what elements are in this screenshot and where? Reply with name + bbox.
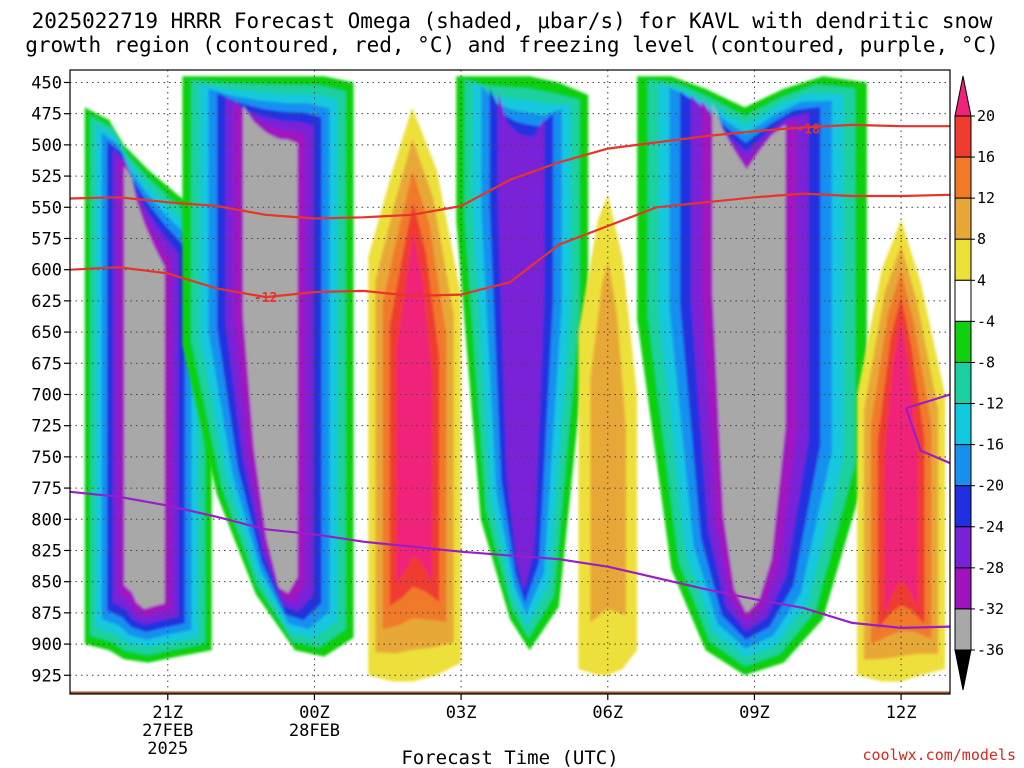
plot-area: -12 -18 bbox=[69, 69, 951, 695]
colorbar-label: 16 bbox=[977, 148, 995, 166]
colorbar-label: -24 bbox=[977, 518, 1004, 536]
chart-title-line-2: growth region (contoured, red, °C) and f… bbox=[25, 33, 999, 57]
colorbar-label: -28 bbox=[977, 559, 1004, 577]
colorbar-label: 4 bbox=[977, 271, 986, 289]
grid-lines bbox=[70, 70, 950, 694]
omega-shade-level bbox=[712, 102, 786, 614]
x-tick-label: 12Z bbox=[886, 703, 917, 723]
omega-region bbox=[637, 76, 867, 676]
colorbar-arrow-bottom bbox=[954, 649, 972, 691]
y-tick-label: 900 bbox=[31, 635, 62, 655]
freezing-level-contour bbox=[905, 393, 950, 410]
y-tick-label: 750 bbox=[31, 448, 62, 468]
y-axis: 450 475 500 525 550 575 600 625 650 675 700 725 750 7… bbox=[31, 73, 70, 686]
colorbar-label: 20 bbox=[977, 107, 995, 125]
colorbar-label: -4 bbox=[977, 312, 995, 330]
contour-label: -12 bbox=[254, 291, 277, 306]
x-tick-label: 03Z bbox=[446, 703, 477, 723]
y-tick-label: 575 bbox=[31, 229, 62, 249]
y-tick-label: 525 bbox=[31, 167, 62, 187]
contour-label: -18 bbox=[796, 123, 820, 138]
x-tick-label: 27FEB bbox=[142, 721, 193, 741]
y-tick-label: 450 bbox=[31, 73, 62, 93]
omega-shade-level bbox=[498, 91, 545, 591]
freezing-level-contour bbox=[904, 407, 950, 465]
colorbar-label: -36 bbox=[977, 641, 1004, 659]
terrain-band bbox=[70, 691, 950, 694]
colorbar-box bbox=[954, 156, 972, 199]
colorbar-box bbox=[954, 567, 972, 610]
y-tick-label: 600 bbox=[31, 261, 62, 281]
y-tick-label: 675 bbox=[31, 354, 62, 374]
y-tick-label: 725 bbox=[31, 417, 62, 437]
omega-region bbox=[182, 76, 354, 657]
colorbar-box bbox=[954, 115, 972, 158]
contour-lines: -12 -18 bbox=[70, 123, 950, 629]
omega-shade-level bbox=[243, 105, 298, 594]
dgz-contour bbox=[70, 123, 950, 220]
colorbar-box bbox=[954, 608, 972, 651]
y-tick-label: 800 bbox=[31, 510, 62, 530]
y-tick-label: 500 bbox=[31, 136, 62, 156]
y-tick-label: 475 bbox=[31, 105, 62, 125]
dgz-contour bbox=[70, 192, 950, 299]
x-tick-label: 06Z bbox=[592, 703, 623, 723]
x-tick-label: 00Z bbox=[299, 703, 330, 723]
omega-shade-level bbox=[396, 233, 432, 584]
colorbar-box bbox=[954, 526, 972, 569]
freezing-level-contour bbox=[70, 490, 950, 629]
credit-text[interactable]: coolwx.com/models bbox=[862, 746, 1016, 764]
y-tick-label: 625 bbox=[31, 292, 62, 312]
colorbar-label: -8 bbox=[977, 353, 995, 371]
colorbar-label: -32 bbox=[977, 600, 1004, 618]
colorbar-box bbox=[954, 279, 972, 322]
colorbar-box bbox=[954, 197, 972, 240]
omega-shade-level bbox=[124, 166, 165, 609]
omega-region bbox=[368, 107, 462, 682]
y-tick-label: 850 bbox=[31, 573, 62, 593]
chart-title-line-1: 2025022719 HRRR Forecast Omega (shaded, … bbox=[32, 9, 993, 33]
colorbar-box bbox=[954, 485, 972, 528]
y-tick-label: 650 bbox=[31, 323, 62, 343]
colorbar-label: -12 bbox=[977, 395, 1004, 413]
colorbar-box bbox=[954, 403, 972, 446]
colorbar: 20 16 12 8 4 -4 -8 -12 -16 -20 -24 -28 -32 -36 bbox=[954, 75, 1004, 691]
colorbar-label: 12 bbox=[977, 189, 995, 207]
colorbar-arrow-top bbox=[954, 75, 972, 117]
x-tick-label: 2025 bbox=[147, 739, 188, 759]
colorbar-label: -16 bbox=[977, 436, 1004, 454]
x-tick-label: 21Z bbox=[152, 703, 183, 723]
y-tick-label: 775 bbox=[31, 479, 62, 499]
y-tick-label: 925 bbox=[31, 666, 62, 686]
omega-region bbox=[578, 194, 638, 676]
y-tick-label: 700 bbox=[31, 385, 62, 405]
x-axis-title: Forecast Time (UTC) bbox=[401, 747, 618, 768]
y-tick-label: 875 bbox=[31, 604, 62, 624]
colorbar-label: 8 bbox=[977, 230, 986, 248]
colorbar-box bbox=[954, 320, 972, 363]
y-tick-label: 825 bbox=[31, 541, 62, 561]
colorbar-box bbox=[954, 238, 972, 281]
plot-frame bbox=[69, 69, 951, 695]
y-tick-label: 550 bbox=[31, 198, 62, 218]
colorbar-box bbox=[954, 444, 972, 487]
omega-shade-level bbox=[590, 260, 627, 623]
colorbar-box bbox=[954, 361, 972, 405]
colorbar-label: -20 bbox=[977, 477, 1004, 495]
x-tick-label: 28FEB bbox=[289, 721, 340, 741]
x-tick-label: 09Z bbox=[739, 703, 770, 723]
omega-shading bbox=[84, 76, 946, 682]
